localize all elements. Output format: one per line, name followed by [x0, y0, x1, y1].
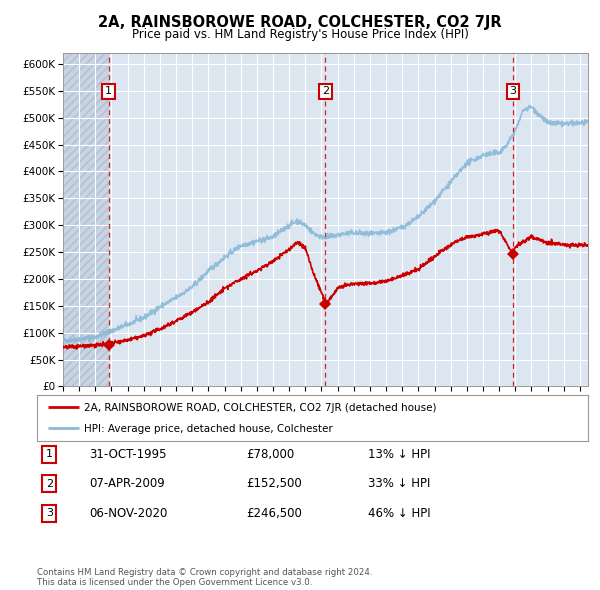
Text: 2A, RAINSBOROWE ROAD, COLCHESTER, CO2 7JR (detached house): 2A, RAINSBOROWE ROAD, COLCHESTER, CO2 7J… [84, 402, 437, 412]
Text: 1: 1 [105, 87, 112, 96]
Text: 31-OCT-1995: 31-OCT-1995 [89, 448, 167, 461]
Text: 2: 2 [46, 479, 53, 489]
Text: 3: 3 [509, 87, 517, 96]
Text: 2: 2 [322, 87, 329, 96]
Text: 2A, RAINSBOROWE ROAD, COLCHESTER, CO2 7JR: 2A, RAINSBOROWE ROAD, COLCHESTER, CO2 7J… [98, 15, 502, 30]
Text: 46% ↓ HPI: 46% ↓ HPI [368, 507, 430, 520]
Bar [63, 53, 109, 386]
Text: HPI: Average price, detached house, Colchester: HPI: Average price, detached house, Colc… [84, 424, 333, 434]
Text: 07-APR-2009: 07-APR-2009 [89, 477, 165, 490]
Text: 13% ↓ HPI: 13% ↓ HPI [368, 448, 430, 461]
Text: Price paid vs. HM Land Registry's House Price Index (HPI): Price paid vs. HM Land Registry's House … [131, 28, 469, 41]
Text: Contains HM Land Registry data © Crown copyright and database right 2024.
This d: Contains HM Land Registry data © Crown c… [37, 568, 373, 587]
Text: £246,500: £246,500 [247, 507, 302, 520]
Text: 33% ↓ HPI: 33% ↓ HPI [368, 477, 430, 490]
Text: 06-NOV-2020: 06-NOV-2020 [89, 507, 168, 520]
Text: 1: 1 [46, 450, 53, 459]
Text: £152,500: £152,500 [247, 477, 302, 490]
Text: 3: 3 [46, 509, 53, 518]
Text: £78,000: £78,000 [247, 448, 295, 461]
